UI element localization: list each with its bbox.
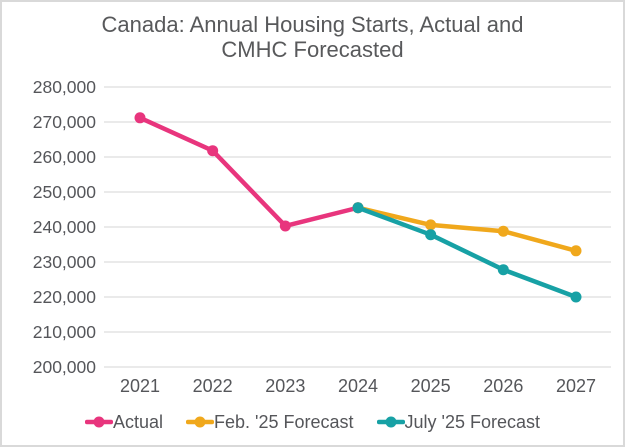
- legend: Actual Feb. '25 Forecast July '25 Foreca…: [2, 412, 623, 432]
- y-axis-tick-label: 240,000: [33, 217, 97, 237]
- chart-title-line-1: Canada: Annual Housing Starts, Actual an…: [101, 12, 524, 37]
- y-axis-tick-label: 200,000: [33, 357, 97, 377]
- data-point-marker-july-25-forecast: [570, 291, 582, 303]
- legend-item-label: Actual: [112, 412, 164, 432]
- legend-item-label: Feb. '25 Forecast: [214, 412, 354, 432]
- data-point-marker-july-25-forecast: [352, 202, 364, 214]
- data-point-marker-feb-25-forecast: [497, 225, 509, 237]
- legend-item-july-25-forecast: July '25 Forecast: [376, 412, 541, 432]
- legend-item-actual: Actual: [84, 412, 164, 432]
- data-point-marker-actual: [207, 145, 219, 157]
- series-line-actual: [137, 115, 361, 229]
- x-axis-tick-label: 2026: [483, 376, 523, 396]
- x-axis-tick-label: 2021: [120, 376, 160, 396]
- data-point-marker-actual: [134, 112, 146, 124]
- y-axis-tick-label: 230,000: [33, 252, 97, 272]
- y-axis-tick-label: 260,000: [33, 147, 97, 167]
- chart-title: Canada: Annual Housing Starts, Actual an…: [2, 12, 623, 62]
- y-axis-tick-label: 280,000: [33, 77, 97, 97]
- x-axis-tick-label: 2027: [556, 376, 596, 396]
- x-axis-tick-label: 2023: [265, 376, 305, 396]
- legend-item-label: July '25 Forecast: [404, 412, 541, 432]
- legend-item-feb-25-forecast: Feb. '25 Forecast: [186, 412, 354, 432]
- x-axis-tick-label: 2022: [193, 376, 233, 396]
- series-line-july-25-forecast: [355, 205, 579, 300]
- legend-line-marker-icon: [376, 416, 405, 428]
- legend-line-marker-icon: [186, 416, 215, 428]
- x-axis-tick-label: 2025: [411, 376, 451, 396]
- data-point-marker-july-25-forecast: [425, 229, 437, 241]
- chart-title-line-2: CMHC Forecasted: [221, 37, 404, 62]
- data-point-marker-feb-25-forecast: [570, 245, 582, 257]
- series-line-feb-25-forecast: [355, 205, 579, 254]
- data-point-marker-actual: [279, 220, 291, 232]
- y-axis-tick-label: 270,000: [33, 112, 97, 132]
- x-axis-tick-label: 2024: [338, 376, 378, 396]
- y-axis-tick-label: 250,000: [33, 182, 97, 202]
- legend-line-marker-icon: [84, 416, 113, 428]
- y-axis-tick-label: 220,000: [33, 287, 97, 307]
- y-axis-tick-label: 210,000: [33, 322, 97, 342]
- data-point-marker-feb-25-forecast: [425, 219, 437, 231]
- data-point-marker-july-25-forecast: [497, 264, 509, 276]
